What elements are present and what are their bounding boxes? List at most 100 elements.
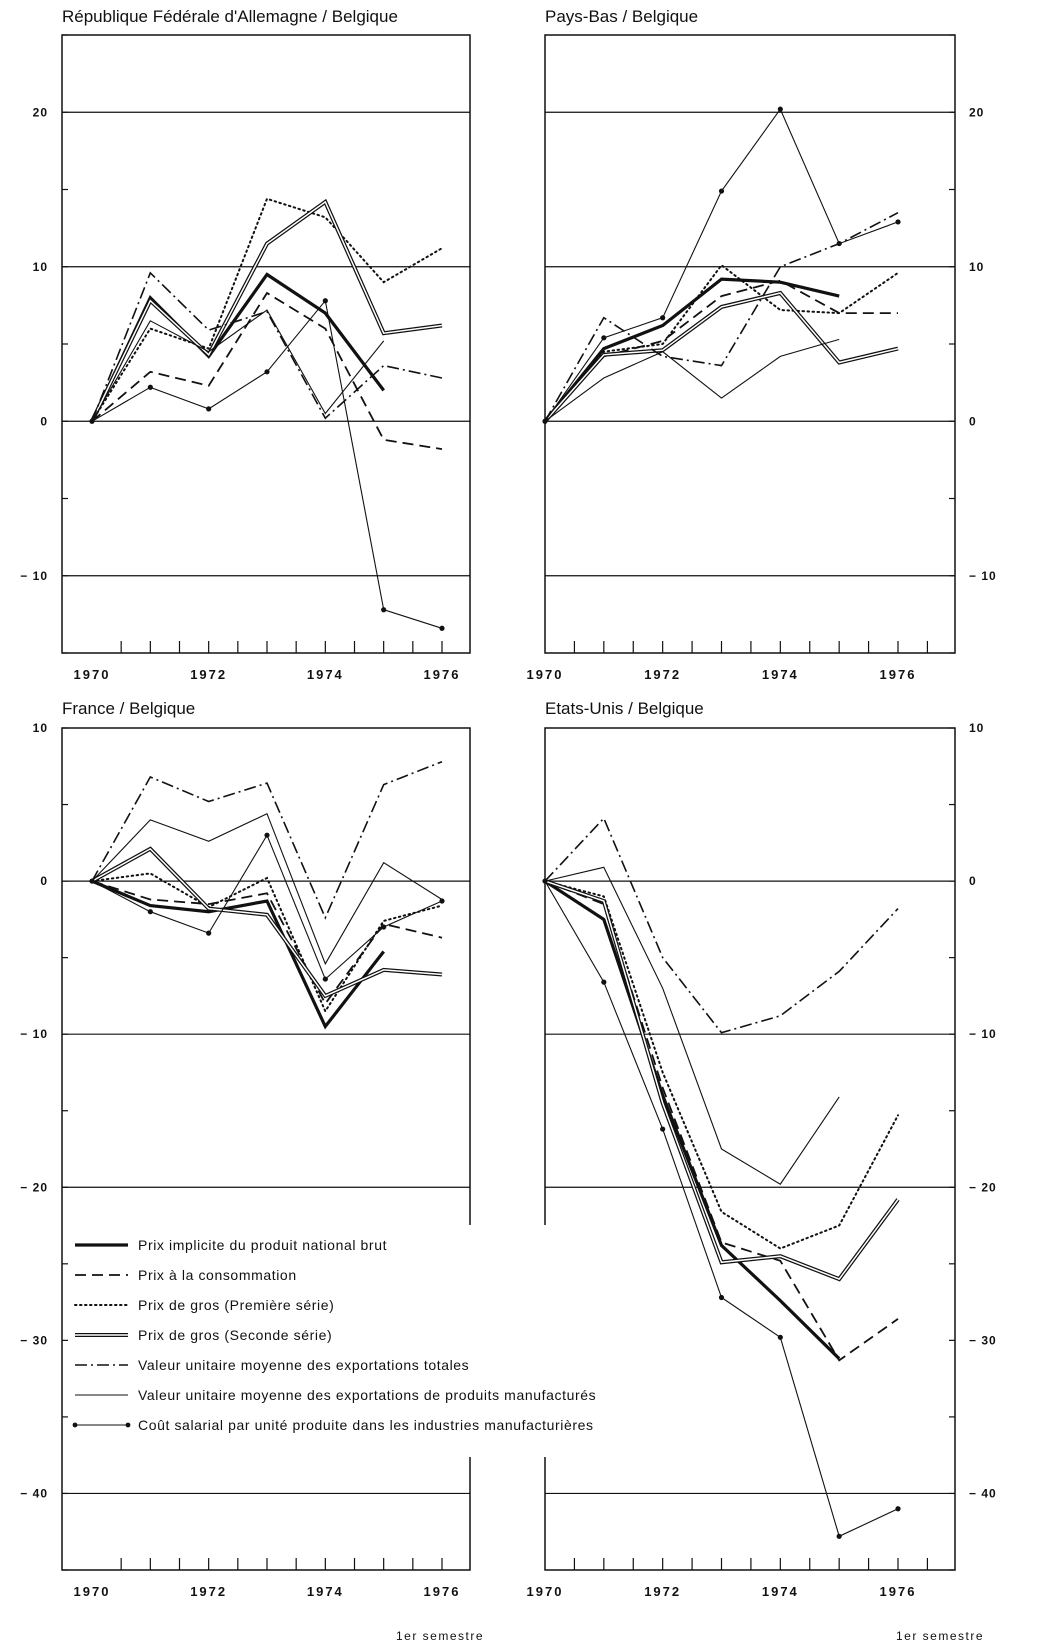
x-tick-label: 1976 [424, 1584, 461, 1599]
y-tick-label: − 20 [20, 1180, 48, 1194]
legend-label-uv_man: Valeur unitaire moyenne des exportations… [138, 1387, 596, 1403]
series-point-ulc [660, 1126, 666, 1132]
gridlines [62, 111, 470, 577]
x-tick-label: 1972 [190, 667, 227, 682]
series-line-wp2-inner [544, 880, 899, 1281]
series-point-ulc [381, 607, 387, 613]
x-tick-label: 1976 [424, 667, 461, 682]
gridlines [545, 880, 955, 1495]
series-point-ulc [147, 384, 153, 390]
y-tick-label: 10 [33, 721, 48, 735]
gridlines [545, 111, 955, 577]
x-tick-labels: 1970 1972 1974 1976 [527, 1584, 917, 1599]
series-line-uv_man [91, 812, 443, 966]
series-line-cpi [544, 880, 899, 1362]
series-point-ulc [836, 1533, 842, 1539]
legend-label-gnp: Prix implicite du produit national brut [138, 1237, 387, 1253]
x-tick-label: 1974 [307, 1584, 344, 1599]
y-tick-label: − 30 [20, 1333, 48, 1347]
series-line-uv_tot [91, 271, 443, 422]
plot-frame [61, 727, 471, 1571]
series-point-ulc [439, 898, 445, 904]
series-group [89, 197, 445, 631]
x-tick-marks [573, 641, 929, 653]
y-tick-label: − 40 [20, 1486, 48, 1500]
x-tick-label: 1976 [880, 667, 917, 682]
legend-background [72, 1225, 632, 1457]
y-tick-label: − 10 [969, 1027, 997, 1041]
series-line-uv_man [544, 338, 840, 422]
series-point-ulc [147, 909, 153, 915]
x-tick-label: 1970 [527, 667, 564, 682]
x-tick-label: 1974 [762, 1584, 799, 1599]
x-tick-label: 1970 [527, 1584, 564, 1599]
y-tick-label: − 20 [969, 1180, 997, 1194]
panel-title: Etats-Unis / Belgique [545, 699, 704, 718]
legend-label-wp2: Prix de gros (Seconde série) [138, 1327, 332, 1343]
x-tick-labels: 1970 1972 1974 1976 [74, 667, 461, 682]
series-point-ulc [542, 418, 548, 424]
series-line-gnp [543, 277, 840, 423]
series-line-uv_tot [91, 760, 443, 920]
x-tick-label: 1976 [880, 1584, 917, 1599]
y-tick-label: 0 [969, 414, 977, 428]
x-tick-label: 1972 [644, 667, 681, 682]
series-point-ulc [322, 976, 328, 982]
y-tick-labels: 10 0 − 10 − 20 − 30 − 40 [949, 721, 997, 1571]
x-tick-labels: 1970 1972 1974 1976 [527, 667, 917, 682]
x-tick-marks [120, 641, 443, 653]
series-point-ulc [381, 924, 387, 930]
y-tick-label: − 10 [969, 569, 997, 583]
panel-germany-belgium: République Fédérale d'Allemagne / Belgiq… [20, 7, 471, 682]
series-point-ulc [89, 418, 95, 424]
y-tick-label: 20 [33, 105, 48, 119]
y-tick-label: 0 [40, 874, 48, 888]
y-tick-label: − 30 [969, 1333, 997, 1347]
series-line-uv_man [544, 866, 840, 1185]
x-note: 1er semestre [396, 1629, 484, 1643]
legend-label-ulc: Coût salarial par unité produite dans le… [138, 1417, 594, 1433]
series-line-wp1 [91, 872, 443, 1014]
series-point-ulc [718, 188, 725, 194]
panel-title: République Fédérale d'Allemagne / Belgiq… [62, 7, 398, 26]
series-point-ulc [439, 625, 445, 631]
x-tick-label: 1970 [74, 667, 111, 682]
legend-label-wp1: Prix de gros (Première série) [138, 1297, 334, 1313]
series-point-ulc [660, 315, 666, 321]
x-tick-labels: 1970 1972 1974 1976 [74, 1584, 461, 1599]
series-point-ulc [601, 979, 607, 985]
series-line-wp1 [91, 197, 443, 423]
series-line-wp2-inner [91, 200, 443, 422]
x-tick-marks [573, 1558, 929, 1570]
y-tick-label: 0 [40, 414, 48, 428]
series-line-wp2-inner [91, 847, 443, 997]
series-line-cpi [91, 291, 443, 450]
series-point-ulc [777, 1334, 783, 1340]
y-tick-labels: 10 0 − 10 − 20 − 30 − 40 [20, 721, 68, 1571]
panel-title: Pays-Bas / Belgique [545, 7, 698, 26]
plot-frame [544, 727, 956, 1571]
x-tick-label: 1972 [644, 1584, 681, 1599]
x-note: 1er semestre [896, 1629, 984, 1643]
legend-dot [125, 1422, 131, 1428]
legend-label-uv_tot: Valeur unitaire moyenne des exportations… [138, 1357, 469, 1373]
x-tick-marks [120, 1558, 443, 1570]
y-tick-label: 20 [969, 105, 984, 119]
series-line-gnp [544, 879, 841, 1360]
x-tick-label: 1974 [762, 667, 799, 682]
series-point-ulc [601, 335, 607, 341]
y-tick-label: − 10 [20, 1027, 48, 1041]
y-tick-labels: 20 10 0 − 10 [20, 34, 68, 654]
x-tick-label: 1970 [74, 1584, 111, 1599]
series-line-wp1 [544, 880, 899, 1250]
series-point-ulc [322, 298, 328, 304]
series-group [542, 106, 901, 424]
y-tick-label: − 40 [969, 1486, 997, 1500]
panel-united-states-belgium: Etats-Unis / Belgique 10 0 − 10 − 20 − 30 − 4… [527, 699, 997, 1643]
series-line-uv_man [91, 309, 385, 422]
y-tick-label: 0 [969, 874, 977, 888]
series-group [89, 760, 445, 1030]
panel-france-belgium: France / Belgique 10 0 − 10 − 20 − 30 − 40 19… [20, 699, 484, 1643]
